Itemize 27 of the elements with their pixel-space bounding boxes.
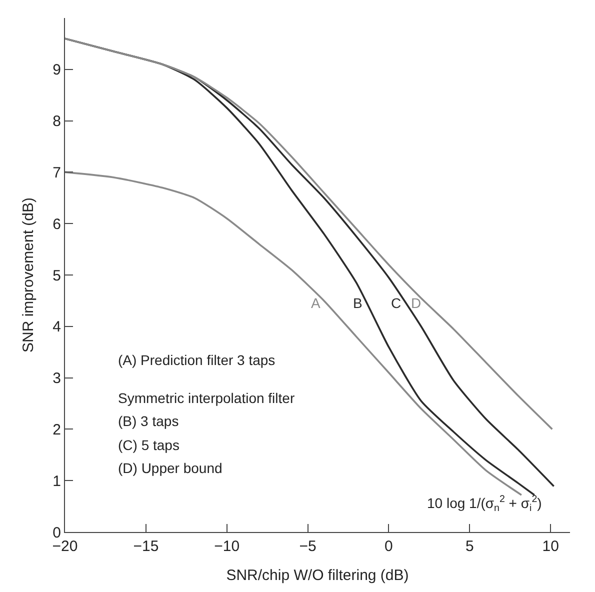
y-tick-label: 7 [52, 164, 61, 182]
series-label: B [353, 295, 362, 311]
y-tick-label: 6 [52, 216, 61, 233]
x-tick-label: −15 [133, 538, 159, 555]
series-label: A [311, 295, 321, 311]
y-tick-label: 4 [52, 318, 61, 336]
x-axis-title: SNR/chip W/O filtering (dB) [226, 567, 409, 584]
annotation: (A) Prediction filter 3 taps [118, 352, 276, 368]
x-tick-label: 0 [384, 538, 393, 555]
annotation: (D) Upper bound [118, 460, 222, 476]
annotation: (B) 3 taps [118, 413, 179, 429]
x-tick-label: −5 [299, 538, 316, 555]
x-tick-label: −10 [214, 538, 240, 555]
annotation: (C) 5 taps [118, 437, 180, 453]
annotation: Symmetric interpolation filter [118, 390, 295, 406]
y-tick-label: 3 [52, 370, 61, 388]
y-tick-label: 2 [52, 421, 61, 438]
y-tick-label: 5 [52, 267, 61, 284]
series-label: C [391, 295, 402, 311]
y-tick-label: 1 [52, 472, 61, 490]
series-label: D [411, 295, 422, 311]
y-axis-title: SNR improvement (dB) [20, 197, 37, 353]
annotation: 10 log 1/(σ$_{n}$$^{2}$ + σ$_{i}$$^{2}$) [427, 494, 542, 514]
y-tick-label: 8 [52, 113, 61, 130]
x-tick-label: 5 [465, 538, 474, 555]
y-tick-label: 9 [52, 62, 61, 79]
x-tick-label: 10 [542, 538, 559, 555]
